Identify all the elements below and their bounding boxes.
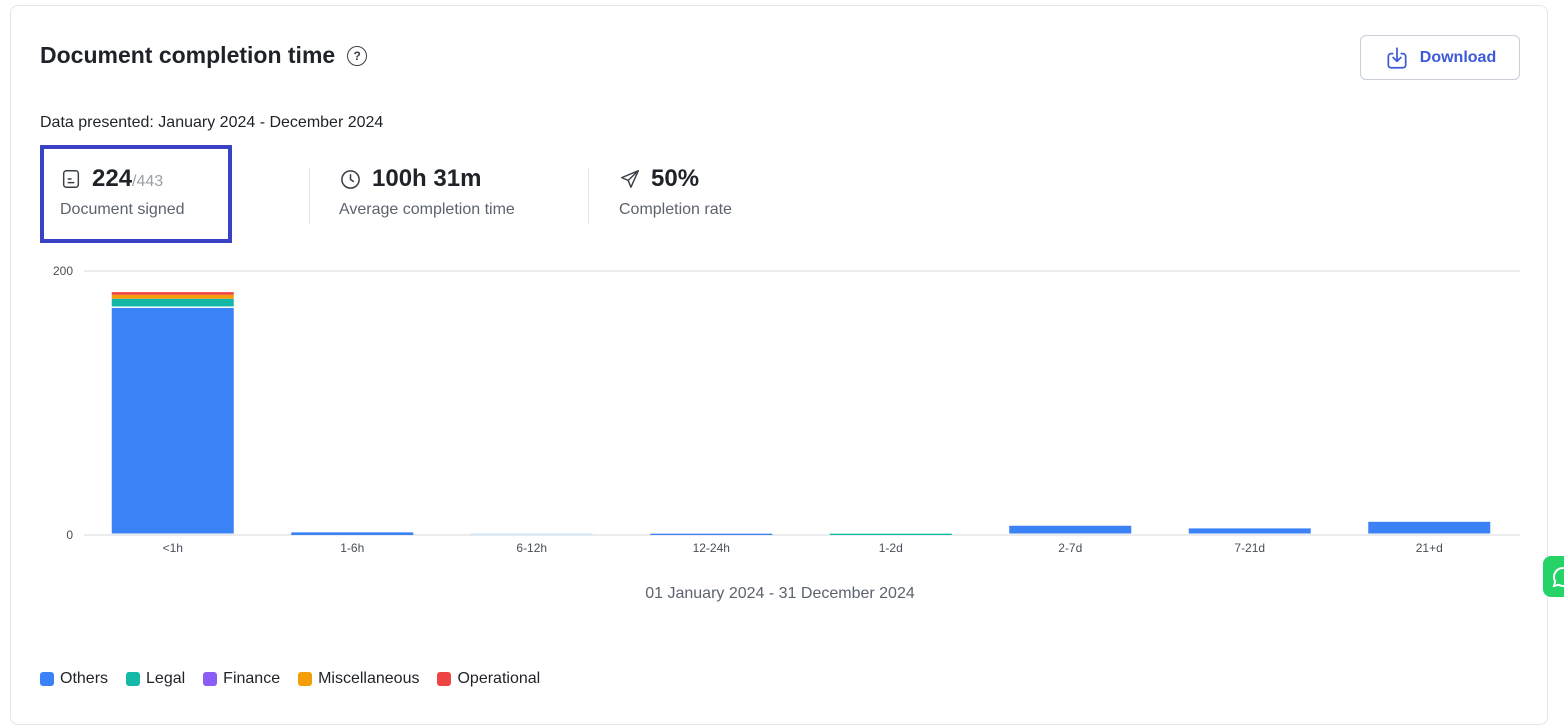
bar-segment: [1368, 521, 1491, 534]
bar-segment: [111, 294, 234, 299]
stat-value: 50%: [651, 165, 700, 192]
legend-swatch: [40, 672, 54, 686]
whatsapp-icon: [1552, 566, 1564, 587]
x-tick-label: <1h: [163, 541, 183, 555]
legend-item[interactable]: Operational: [437, 670, 540, 688]
stat-documents-signed: 224/443 Document signed: [60, 165, 185, 219]
bar-segment: [829, 533, 952, 535]
legend-label: Legal: [146, 670, 186, 687]
question-circle-icon[interactable]: ?: [347, 45, 368, 66]
title-row: Document completion time ?: [40, 42, 368, 69]
legend-item[interactable]: Miscellaneous: [298, 670, 419, 688]
bar-segment: [650, 533, 773, 535]
stat-label: Average completion time: [339, 201, 515, 218]
stat-label: Completion rate: [619, 201, 732, 218]
legend-item[interactable]: Finance: [203, 670, 280, 688]
legend-swatch: [203, 672, 218, 686]
bar-segment: [111, 298, 234, 307]
completion-time-card: [10, 5, 1548, 725]
bar-segment: [291, 532, 414, 535]
x-tick-label: 7-21d: [1234, 541, 1265, 555]
send-icon: [621, 170, 639, 188]
stat-divider: [588, 168, 589, 224]
selection-highlight: [40, 145, 232, 243]
stat-divider: [309, 168, 310, 224]
whatsapp-chat-button[interactable]: [1543, 556, 1564, 597]
chart-legend: Others Legal Finance Miscellaneous Operation…: [40, 670, 540, 688]
x-tick-label: 1-6h: [340, 541, 364, 555]
x-tick-label: 21+d: [1416, 541, 1443, 555]
download-tray-icon: [1387, 46, 1407, 69]
legend-label: Finance: [223, 670, 281, 687]
stacked-bar-chart: 0 200 <1h 1-6h 6-12h 12-24h 1-2d 2-7d 7-21d 21+d: [53, 264, 1520, 555]
download-button[interactable]: Download: [1360, 35, 1520, 80]
legend-item[interactable]: Others: [40, 670, 108, 688]
clock-icon: [341, 169, 360, 189]
stat-label: Document signed: [60, 201, 185, 218]
download-label: Download: [1419, 48, 1497, 66]
page-title: Document completion time: [40, 42, 336, 68]
x-tick-label: 12-24h: [693, 541, 730, 555]
bar-segment: [1188, 528, 1311, 534]
document-icon: [62, 170, 80, 188]
legend-swatch: [298, 672, 313, 686]
x-tick-label: 2-7d: [1058, 541, 1082, 555]
y-tick-label: 0: [66, 528, 73, 542]
bar-segment: [1009, 525, 1132, 534]
stat-average-completion: 100h 31m Average completion time: [339, 165, 515, 219]
x-tick-label: 6-12h: [516, 541, 547, 555]
legend-swatch: [437, 672, 452, 686]
y-tick-label: 200: [53, 264, 73, 278]
legend-label: Miscellaneous: [318, 670, 420, 687]
legend-item[interactable]: Legal: [126, 670, 185, 688]
legend-swatch: [126, 672, 141, 686]
stat-value: 100h 31m: [372, 165, 482, 192]
stat-value: 224: [92, 165, 133, 192]
legend-label: Operational: [457, 670, 541, 687]
chart-range-label: 01 January 2024 - 31 December 2024: [645, 585, 915, 602]
bar-segment: [470, 533, 593, 535]
stat-completion-rate: 50% Completion rate: [619, 165, 732, 219]
bar-segment: [111, 307, 234, 534]
data-period-text: Data presented: January 2024 - December …: [40, 114, 384, 131]
stat-total: /443: [132, 173, 164, 190]
legend-label: Others: [60, 670, 109, 687]
x-tick-label: 1-2d: [879, 541, 903, 555]
bar-segment: [111, 292, 234, 295]
